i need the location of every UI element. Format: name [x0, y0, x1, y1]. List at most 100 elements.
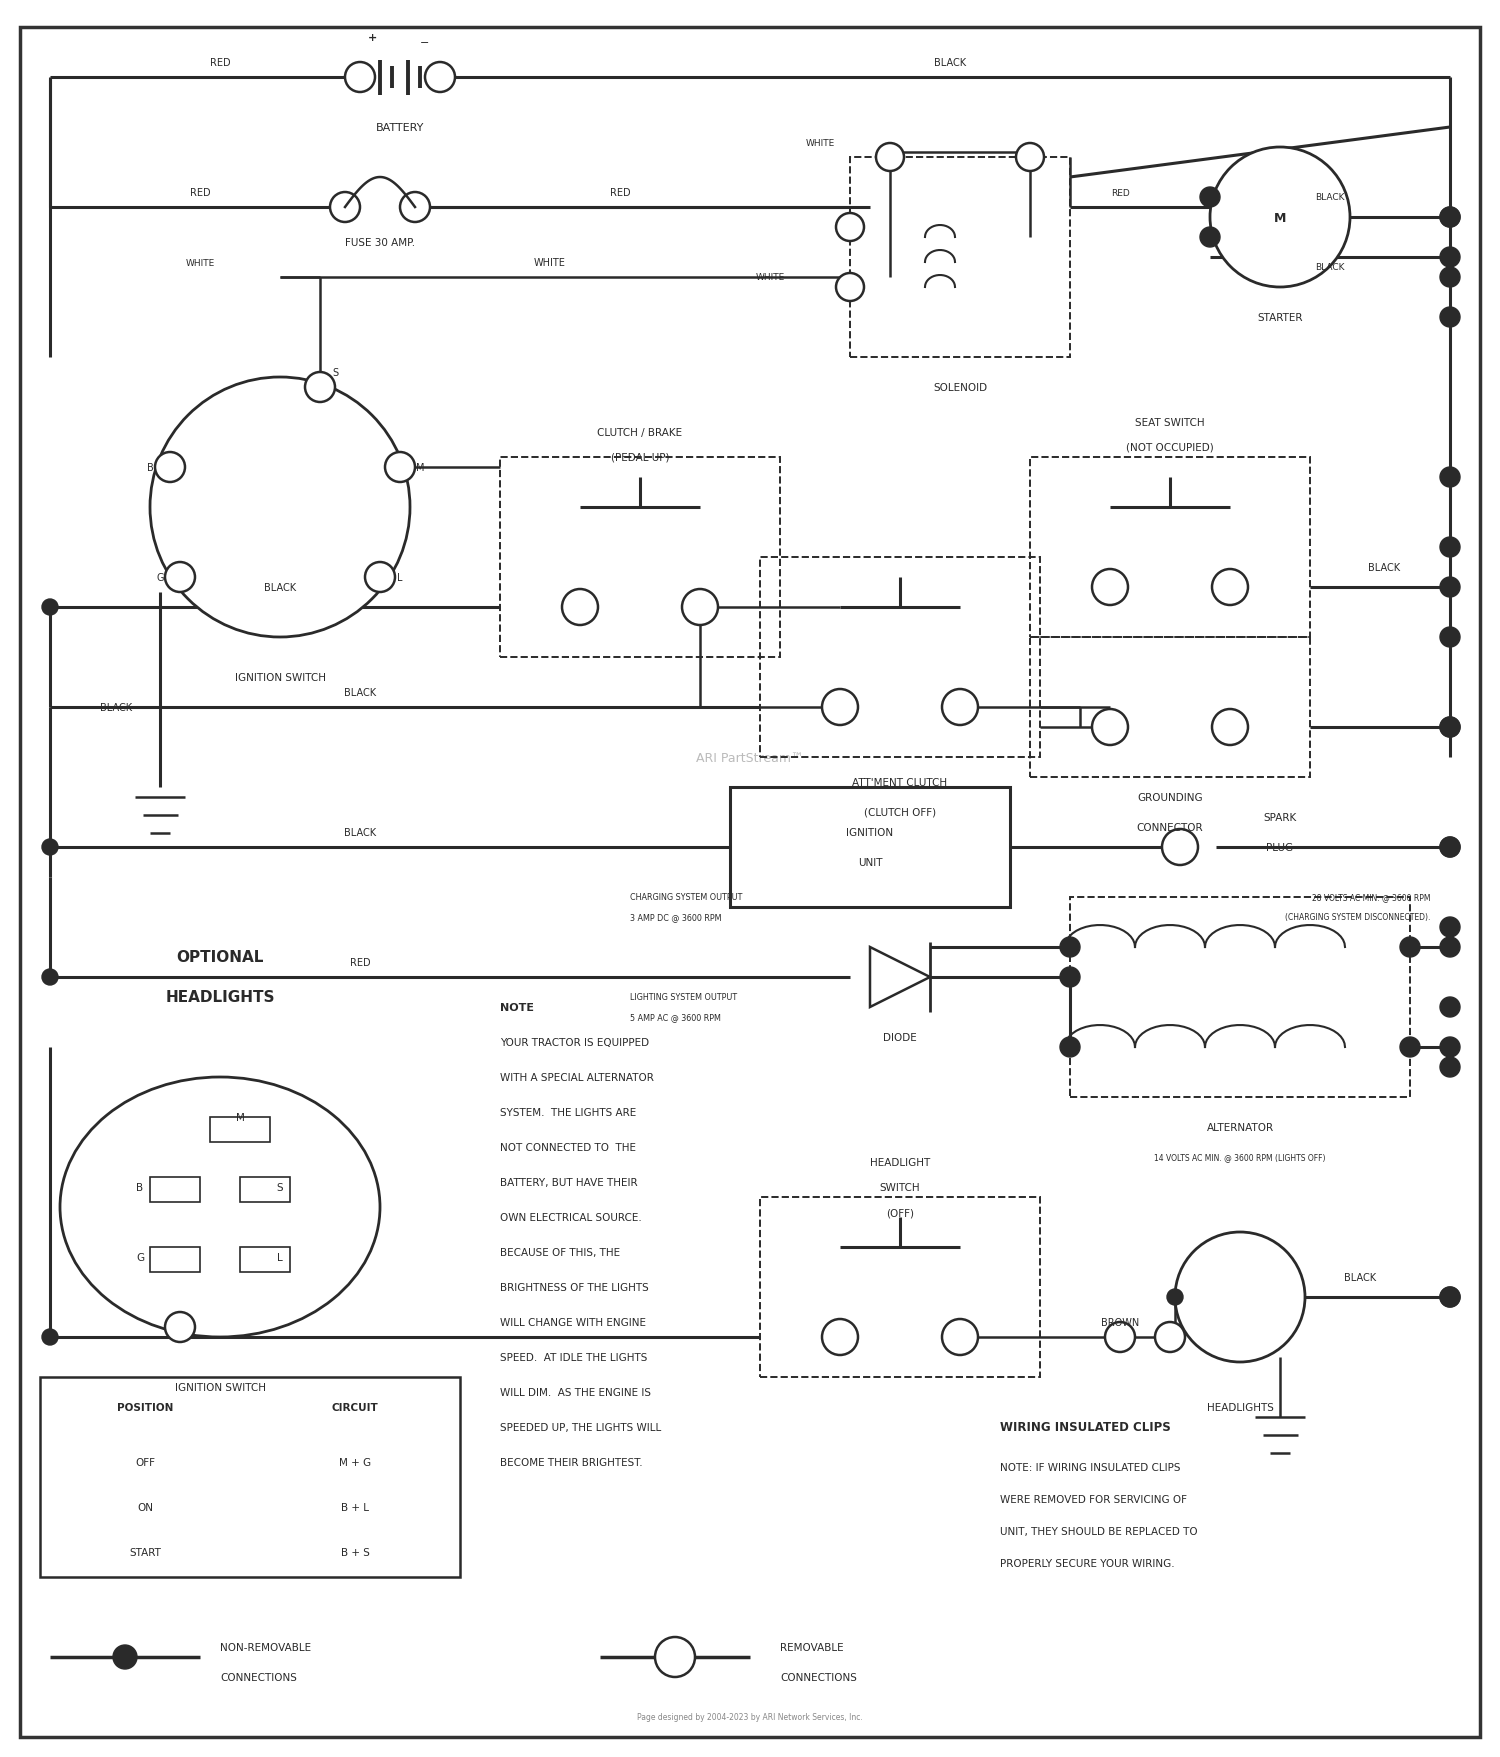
- Text: CIRCUIT: CIRCUIT: [332, 1402, 378, 1413]
- Text: WILL DIM.  AS THE ENGINE IS: WILL DIM. AS THE ENGINE IS: [500, 1388, 651, 1397]
- Circle shape: [1440, 267, 1460, 288]
- Text: STARTER: STARTER: [1257, 313, 1302, 323]
- Text: B + L: B + L: [340, 1502, 369, 1513]
- Circle shape: [150, 378, 410, 638]
- Circle shape: [165, 562, 195, 592]
- Text: OFF: OFF: [135, 1457, 154, 1467]
- Circle shape: [1440, 717, 1460, 738]
- Text: +: +: [368, 33, 376, 42]
- Text: GROUNDING: GROUNDING: [1137, 792, 1203, 803]
- Text: BLACK: BLACK: [1368, 562, 1400, 573]
- Circle shape: [1440, 467, 1460, 488]
- Text: (PEDAL UP): (PEDAL UP): [610, 453, 669, 462]
- Text: BROWN: BROWN: [1101, 1318, 1138, 1327]
- Text: DIODE: DIODE: [884, 1033, 916, 1042]
- Text: (OFF): (OFF): [886, 1207, 914, 1218]
- Bar: [1030, 638, 1310, 778]
- Text: BATTERY: BATTERY: [376, 123, 424, 134]
- Circle shape: [165, 1312, 195, 1342]
- Text: 14 VOLTS AC MIN. @ 3600 RPM (LIGHTS OFF): 14 VOLTS AC MIN. @ 3600 RPM (LIGHTS OFF): [1155, 1153, 1326, 1161]
- Text: HEADLIGHTS: HEADLIGHTS: [1206, 1402, 1274, 1413]
- Text: HEADLIGHT: HEADLIGHT: [870, 1158, 930, 1167]
- Polygon shape: [870, 947, 930, 1007]
- Circle shape: [942, 1320, 978, 1355]
- Text: 28 VOLTS AC MIN. @ 3600 RPM: 28 VOLTS AC MIN. @ 3600 RPM: [1311, 893, 1430, 901]
- Text: RED: RED: [609, 188, 630, 199]
- Circle shape: [424, 63, 454, 93]
- Bar: [210, 1117, 270, 1142]
- Circle shape: [1440, 248, 1460, 267]
- Text: UNIT: UNIT: [858, 857, 882, 868]
- Text: CONNECTOR: CONNECTOR: [1137, 822, 1203, 833]
- Circle shape: [1440, 998, 1460, 1017]
- Circle shape: [1162, 829, 1198, 866]
- Text: ARI PartStream™: ARI PartStream™: [696, 750, 804, 764]
- Circle shape: [1210, 148, 1350, 288]
- Bar: [150, 1177, 200, 1202]
- Text: 3 AMP DC @ 3600 RPM: 3 AMP DC @ 3600 RPM: [630, 914, 722, 922]
- Text: WHITE: WHITE: [806, 139, 834, 148]
- Text: START: START: [129, 1548, 160, 1557]
- Text: RED: RED: [210, 58, 231, 69]
- Text: BRIGHTNESS OF THE LIGHTS: BRIGHTNESS OF THE LIGHTS: [500, 1283, 648, 1291]
- Text: (CHARGING SYSTEM DISCONNECTED).: (CHARGING SYSTEM DISCONNECTED).: [1284, 914, 1430, 922]
- Text: OPTIONAL: OPTIONAL: [177, 951, 264, 965]
- Circle shape: [1440, 717, 1460, 738]
- Text: SPEED.  AT IDLE THE LIGHTS: SPEED. AT IDLE THE LIGHTS: [500, 1353, 648, 1362]
- Text: CONNECTIONS: CONNECTIONS: [220, 1673, 297, 1681]
- Text: SPEEDED UP, THE LIGHTS WILL: SPEEDED UP, THE LIGHTS WILL: [500, 1421, 662, 1432]
- Text: BLACK: BLACK: [344, 687, 376, 698]
- Text: NOTE: IF WIRING INSULATED CLIPS: NOTE: IF WIRING INSULATED CLIPS: [1000, 1462, 1180, 1472]
- Circle shape: [1400, 938, 1420, 958]
- Text: BLACK: BLACK: [1316, 193, 1344, 202]
- Text: CHARGING SYSTEM OUTPUT: CHARGING SYSTEM OUTPUT: [630, 893, 742, 901]
- Circle shape: [154, 453, 184, 483]
- Text: M: M: [236, 1112, 244, 1123]
- Text: 5 AMP AC @ 3600 RPM: 5 AMP AC @ 3600 RPM: [630, 1014, 722, 1023]
- Text: BLACK: BLACK: [344, 828, 376, 838]
- Bar: [730, 787, 1010, 907]
- Circle shape: [682, 590, 718, 625]
- Text: B: B: [147, 462, 153, 473]
- Text: WERE REMOVED FOR SERVICING OF: WERE REMOVED FOR SERVICING OF: [1000, 1493, 1186, 1504]
- Text: NOTE: NOTE: [500, 1003, 534, 1012]
- Circle shape: [562, 590, 598, 625]
- Text: ON: ON: [136, 1502, 153, 1513]
- Circle shape: [1092, 569, 1128, 606]
- Text: B: B: [136, 1182, 144, 1193]
- Text: M: M: [416, 462, 424, 473]
- Text: Page designed by 2004-2023 by ARI Network Services, Inc.: Page designed by 2004-2023 by ARI Networ…: [638, 1713, 862, 1722]
- Text: WHITE: WHITE: [534, 258, 566, 267]
- Text: LIGHTING SYSTEM OUTPUT: LIGHTING SYSTEM OUTPUT: [630, 993, 736, 1001]
- Circle shape: [942, 689, 978, 726]
- Circle shape: [386, 453, 416, 483]
- Text: SWITCH: SWITCH: [879, 1182, 921, 1193]
- Bar: [760, 1197, 1040, 1377]
- Circle shape: [345, 63, 375, 93]
- Circle shape: [1167, 1290, 1184, 1305]
- Text: WITH A SPECIAL ALTERNATOR: WITH A SPECIAL ALTERNATOR: [500, 1072, 654, 1082]
- Text: RED: RED: [1110, 188, 1130, 197]
- Text: BLACK: BLACK: [1316, 264, 1344, 272]
- Circle shape: [1200, 188, 1219, 207]
- Text: REMOVABLE: REMOVABLE: [780, 1643, 843, 1652]
- Text: S: S: [276, 1182, 284, 1193]
- Circle shape: [1106, 1323, 1136, 1353]
- Text: M + G: M + G: [339, 1457, 370, 1467]
- Text: NON-REMOVABLE: NON-REMOVABLE: [220, 1643, 310, 1652]
- Circle shape: [1212, 710, 1248, 745]
- Text: BLACK: BLACK: [264, 583, 296, 592]
- Text: RED: RED: [189, 188, 210, 199]
- Circle shape: [42, 1330, 58, 1346]
- Text: ATT'MENT CLUTCH: ATT'MENT CLUTCH: [852, 778, 948, 787]
- Text: WIRING INSULATED CLIPS: WIRING INSULATED CLIPS: [1000, 1421, 1170, 1434]
- Text: S: S: [332, 367, 338, 378]
- Circle shape: [112, 1645, 136, 1669]
- Circle shape: [42, 970, 58, 986]
- Text: PLUG: PLUG: [1266, 843, 1293, 852]
- Text: BATTERY, BUT HAVE THEIR: BATTERY, BUT HAVE THEIR: [500, 1177, 638, 1188]
- Bar: [850, 158, 1070, 358]
- Text: G: G: [156, 573, 164, 583]
- Circle shape: [836, 274, 864, 302]
- Text: WHITE: WHITE: [186, 258, 214, 267]
